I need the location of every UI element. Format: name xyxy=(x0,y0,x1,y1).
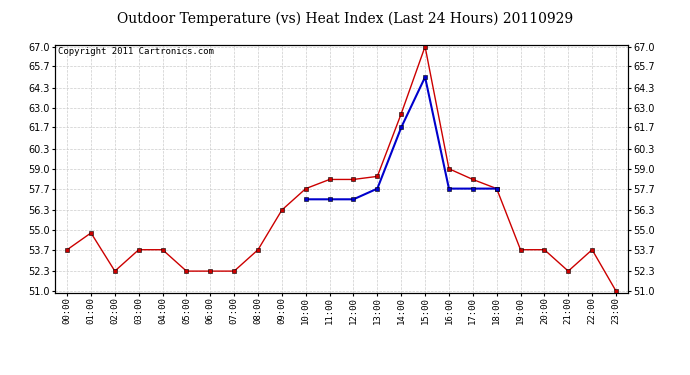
Text: Copyright 2011 Cartronics.com: Copyright 2011 Cartronics.com xyxy=(58,48,214,57)
Text: Outdoor Temperature (vs) Heat Index (Last 24 Hours) 20110929: Outdoor Temperature (vs) Heat Index (Las… xyxy=(117,11,573,26)
